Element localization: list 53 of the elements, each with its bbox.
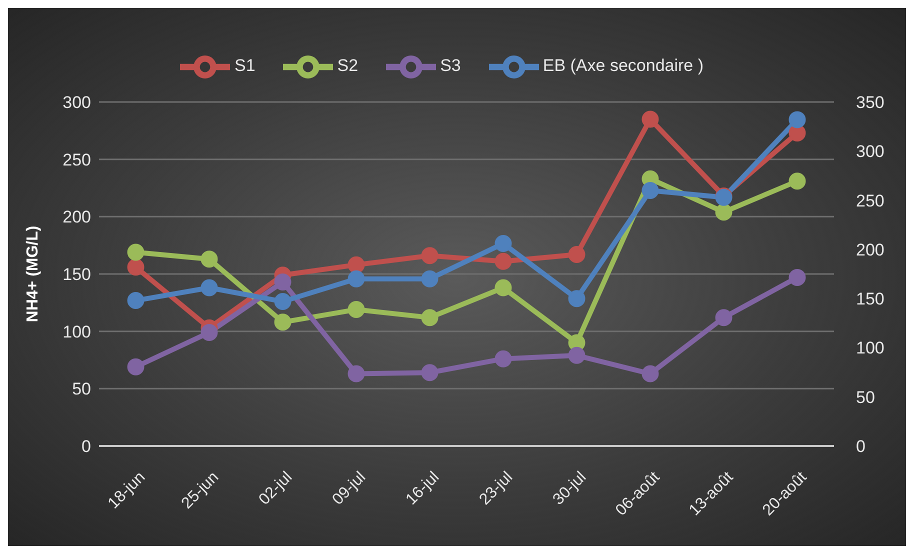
legend-label: S3: [440, 56, 461, 76]
point: [127, 358, 144, 376]
legend-label: EB (Axe secondaire ): [542, 56, 704, 76]
point: [348, 301, 365, 318]
point: [127, 244, 144, 261]
y-axis-title: NH4+ (MG/L): [24, 226, 42, 322]
point: [200, 324, 218, 341]
point: [715, 204, 732, 221]
y-tick-label: 100: [62, 322, 91, 342]
point: [494, 279, 512, 296]
y2-tick-label: 300: [856, 142, 884, 162]
y-tick-label: 0: [82, 437, 91, 456]
point: [127, 292, 144, 310]
y2-tick-label: 100: [856, 338, 884, 358]
point: [348, 365, 365, 382]
y2-tick-label: 350: [856, 93, 884, 112]
point: [274, 314, 292, 331]
point: [348, 270, 365, 288]
point: [421, 364, 438, 382]
legend-label: S2: [337, 56, 358, 76]
point: [494, 350, 512, 368]
y2-tick-label: 150: [856, 290, 884, 309]
legend-label: S1: [234, 56, 256, 76]
y2-tick-label: 0: [856, 437, 866, 456]
point: [421, 247, 438, 264]
point: [348, 256, 365, 274]
y-tick-label: 200: [62, 208, 91, 227]
point: [642, 182, 659, 199]
y2-tick-label: 200: [856, 240, 884, 260]
point: [568, 346, 586, 364]
y-tick-label: 300: [62, 93, 91, 112]
y-tick-label: 50: [72, 380, 91, 399]
point: [421, 270, 438, 288]
point: [788, 268, 806, 286]
point: [274, 293, 292, 310]
y2-tick-label: 250: [856, 191, 884, 210]
point: [274, 274, 292, 291]
point: [494, 252, 512, 270]
point: [421, 309, 438, 326]
y2-tick-label: 50: [856, 388, 875, 407]
point: [642, 365, 659, 382]
point: [788, 172, 806, 190]
point: [788, 111, 806, 128]
point: [642, 110, 659, 128]
point: [494, 235, 512, 252]
point: [715, 309, 732, 326]
point: [200, 279, 218, 296]
point: [200, 250, 218, 268]
point: [568, 246, 586, 264]
y-tick-label: 250: [62, 150, 91, 170]
point: [568, 290, 586, 308]
point: [127, 258, 144, 276]
y-tick-label: 150: [62, 265, 91, 284]
